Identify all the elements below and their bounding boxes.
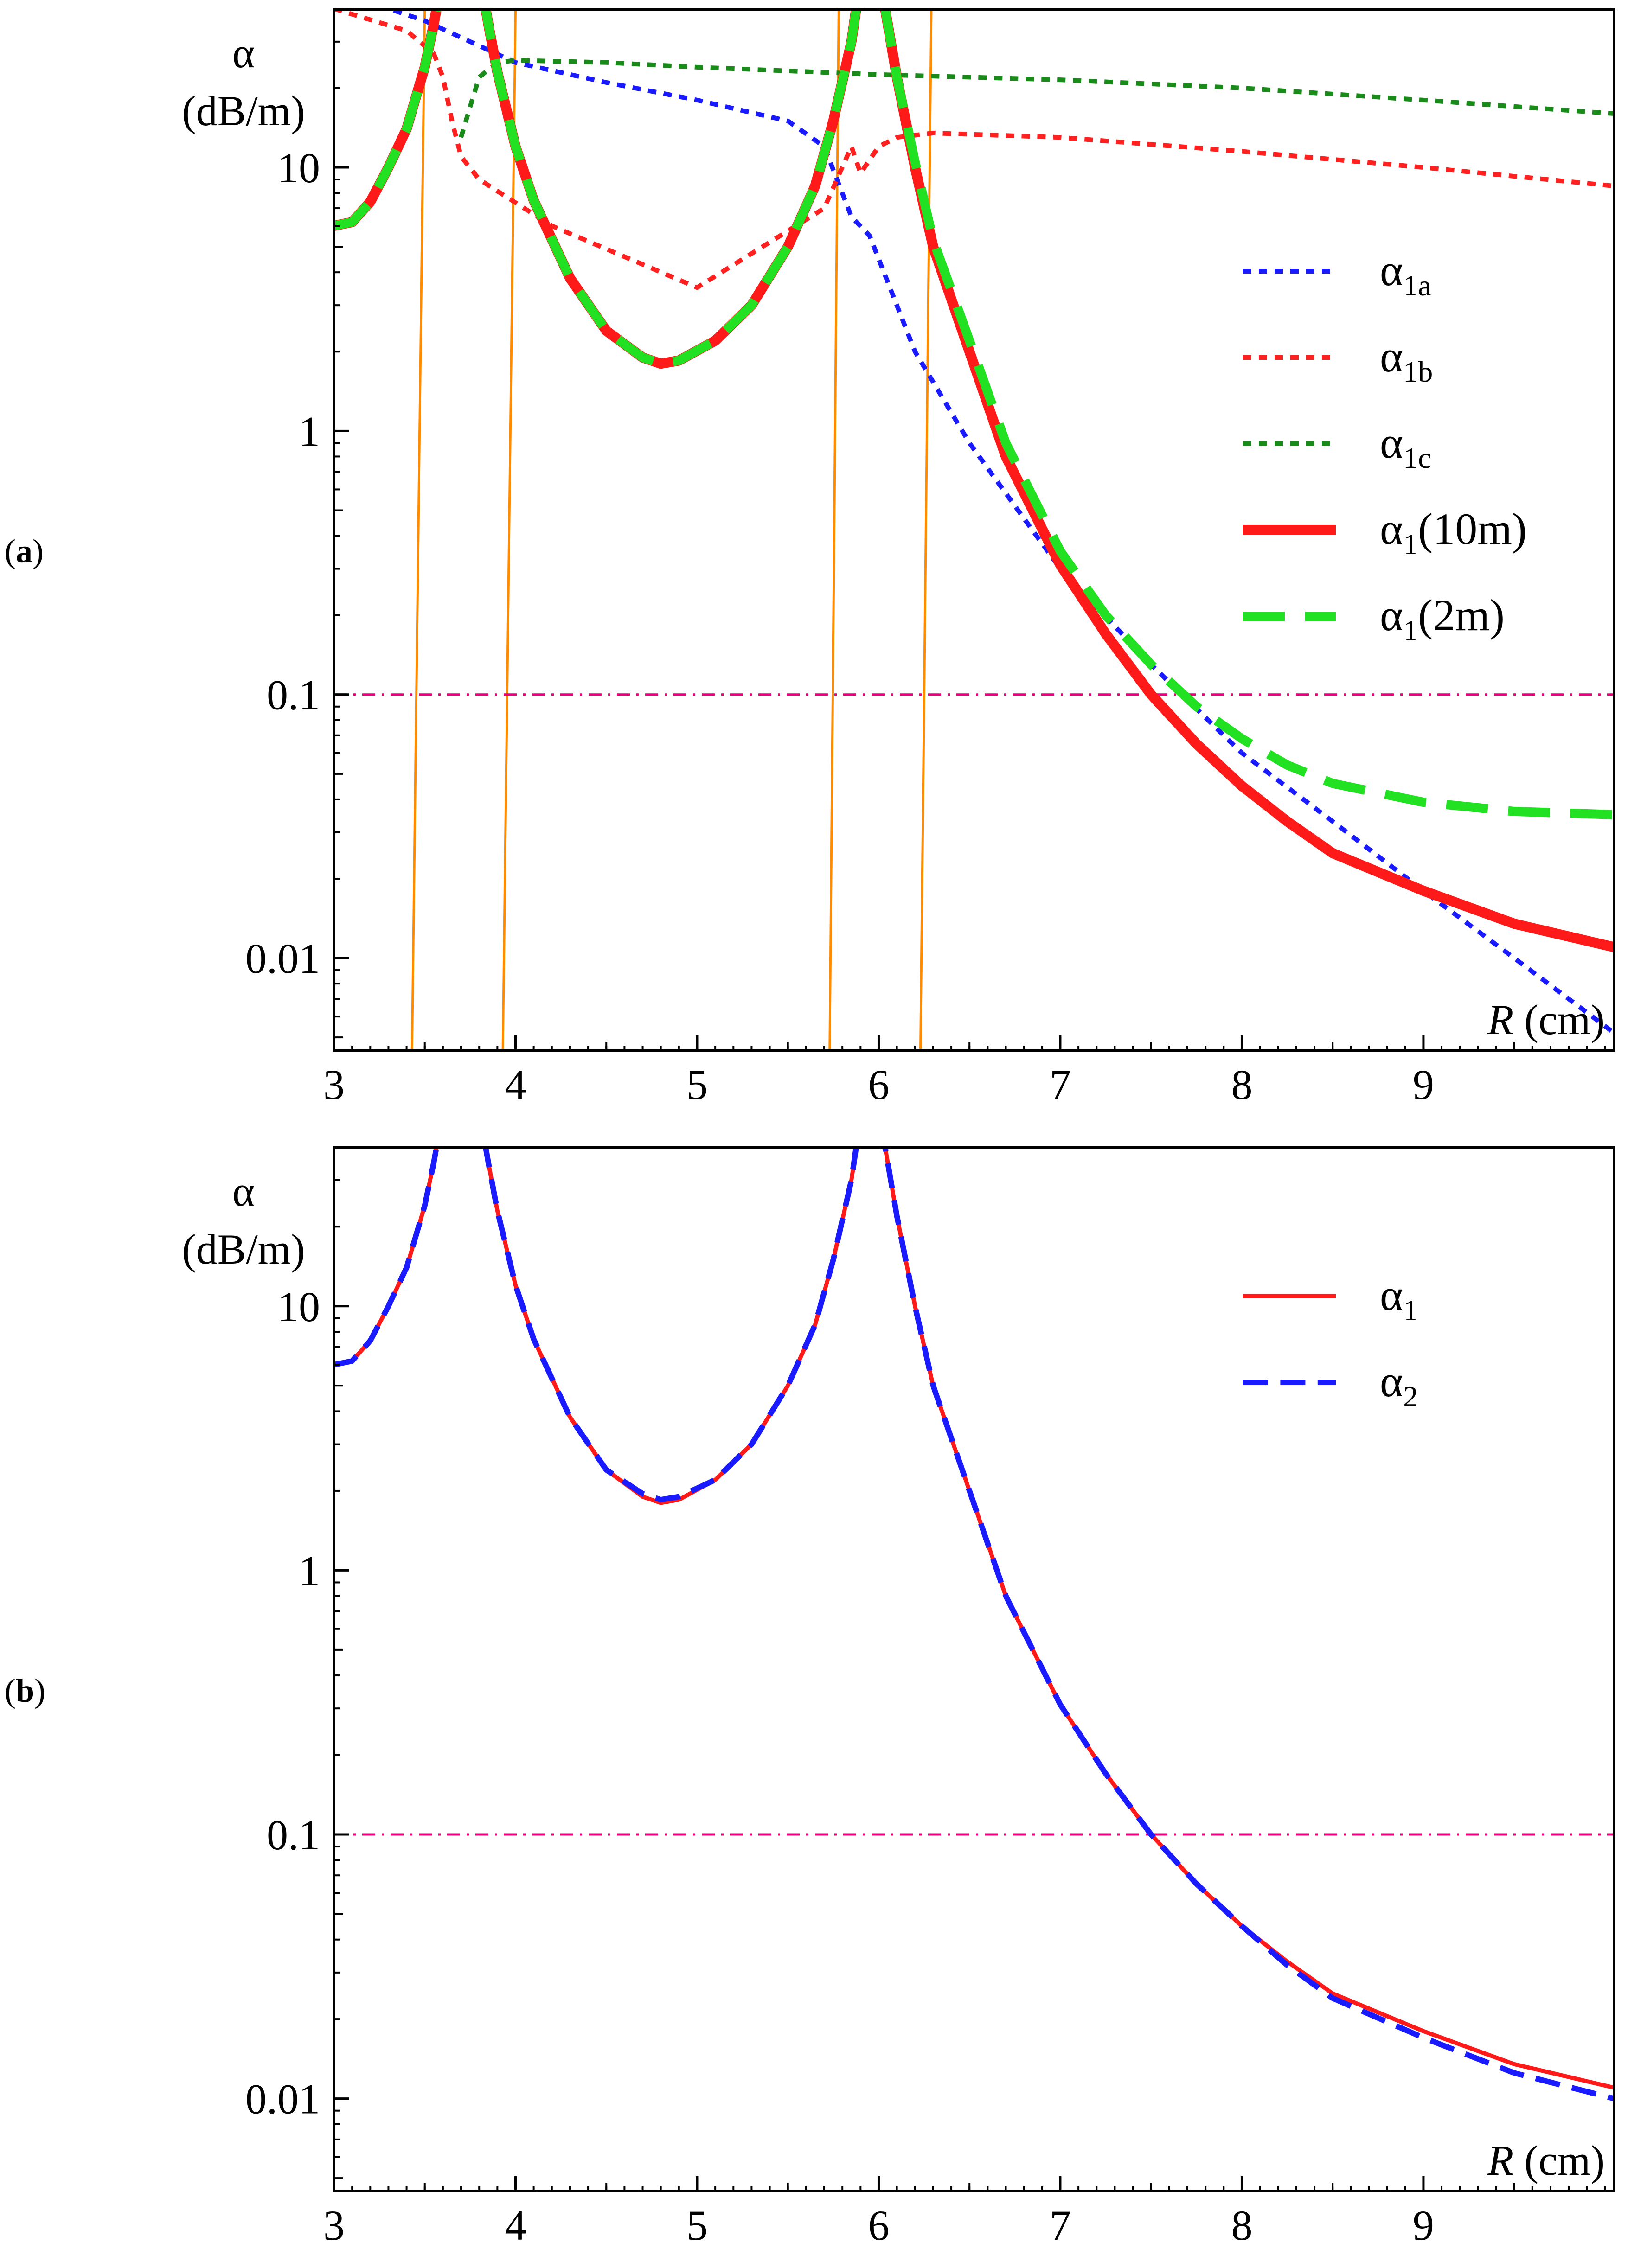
y-tick-label: 0.01 bbox=[245, 2076, 320, 2123]
legend-symbol: α bbox=[1380, 590, 1403, 640]
legend-subscript: 1 bbox=[1403, 614, 1418, 647]
series-line-α1b bbox=[334, 9, 1614, 290]
x-tick-label: 7 bbox=[1050, 2202, 1071, 2249]
y-tick-label: 0.01 bbox=[245, 935, 320, 982]
x-tick-label: 8 bbox=[1231, 1061, 1252, 1108]
x-axis-unit: (cm) bbox=[1513, 2137, 1605, 2184]
axes-frame bbox=[333, 8, 1615, 1052]
legend-symbol: α bbox=[1380, 1270, 1403, 1320]
plot-area bbox=[334, 1148, 1614, 2102]
legend-label-α1(2m): α1(2m) bbox=[1380, 590, 1505, 647]
panel-paren: ) bbox=[34, 1672, 45, 1709]
vertical-marker-line bbox=[410, 9, 426, 1050]
x-tick-label: 3 bbox=[323, 2202, 345, 2249]
x-axis-title: R (cm) bbox=[1487, 996, 1605, 1043]
legend-symbol: α bbox=[1380, 1356, 1403, 1406]
x-tick-label: 3 bbox=[323, 1061, 345, 1108]
panel-letter: a bbox=[16, 533, 32, 570]
panel-paren: ( bbox=[5, 1672, 16, 1709]
x-tick-label: 8 bbox=[1231, 2202, 1252, 2249]
vertical-marker-line bbox=[919, 9, 933, 1050]
vertical-marker-line bbox=[501, 9, 517, 1050]
y-axis-unit: (dB/m) bbox=[182, 87, 305, 134]
y-tick-label: 10 bbox=[277, 144, 320, 192]
y-axis-symbol: α bbox=[232, 1168, 255, 1215]
panel-paren: ( bbox=[5, 533, 16, 570]
x-axis-variable: R bbox=[1487, 2137, 1513, 2184]
legend-subscript: 1 bbox=[1403, 1294, 1418, 1327]
panel-paren: ) bbox=[32, 533, 44, 570]
y-tick-label: 10 bbox=[277, 1283, 320, 1330]
x-tick-label: 5 bbox=[686, 2202, 708, 2249]
legend-subscript: 2 bbox=[1403, 1380, 1418, 1413]
x-tick-label: 9 bbox=[1413, 2202, 1434, 2249]
series-line-α2 bbox=[334, 1148, 1614, 2102]
x-axis-variable: R bbox=[1487, 996, 1513, 1043]
legend-symbol: α bbox=[1380, 418, 1403, 467]
legend-label-α2: α2 bbox=[1380, 1356, 1418, 1413]
legend-label-α1c: α1c bbox=[1380, 418, 1431, 474]
legend-tail: (2m) bbox=[1418, 590, 1505, 640]
legend-subscript: 1b bbox=[1403, 355, 1433, 388]
axes-frame bbox=[333, 1146, 1615, 2192]
legend-label-α1b: α1b bbox=[1380, 332, 1433, 388]
x-tick-label: 5 bbox=[686, 1061, 708, 1108]
plot-area bbox=[334, 9, 1614, 1050]
legend-symbol: α bbox=[1380, 245, 1403, 295]
legend-label-α1: α1 bbox=[1380, 1270, 1418, 1327]
legend-label-α1(10m): α1(10m) bbox=[1380, 504, 1527, 561]
legend-label-α1a: α1a bbox=[1380, 245, 1431, 302]
legend-subscript: 1c bbox=[1403, 441, 1431, 474]
x-tick-label: 9 bbox=[1413, 1061, 1434, 1108]
series-line-α1 bbox=[334, 1148, 1614, 2090]
legend-symbol: α bbox=[1380, 332, 1403, 381]
x-axis-title: R (cm) bbox=[1487, 2137, 1605, 2184]
series-line-α1(2m) bbox=[334, 9, 1614, 819]
x-tick-label: 4 bbox=[505, 1061, 526, 1108]
legend-tail: (10m) bbox=[1418, 504, 1527, 554]
y-tick-label: 0.1 bbox=[267, 671, 320, 719]
series-line-α1c bbox=[459, 58, 1614, 138]
x-axis-unit: (cm) bbox=[1513, 996, 1605, 1043]
legend-subscript: 1 bbox=[1403, 528, 1418, 561]
panel-label: (b) bbox=[5, 1672, 45, 1709]
y-tick-label: 1 bbox=[299, 1547, 320, 1594]
x-tick-label: 6 bbox=[868, 1061, 889, 1108]
series-line-α1a bbox=[383, 9, 1614, 1035]
legend-symbol: α bbox=[1380, 504, 1403, 554]
y-axis-unit: (dB/m) bbox=[182, 1226, 305, 1273]
y-axis-symbol: α bbox=[232, 29, 255, 77]
y-tick-label: 0.1 bbox=[267, 1811, 320, 1859]
x-tick-label: 6 bbox=[868, 2202, 889, 2249]
x-tick-label: 7 bbox=[1050, 1061, 1071, 1108]
panel-letter: b bbox=[16, 1672, 34, 1709]
panel-label: (a) bbox=[5, 533, 44, 570]
legend-subscript: 1a bbox=[1403, 269, 1431, 302]
y-tick-label: 1 bbox=[299, 408, 320, 455]
x-tick-label: 4 bbox=[505, 2202, 526, 2249]
